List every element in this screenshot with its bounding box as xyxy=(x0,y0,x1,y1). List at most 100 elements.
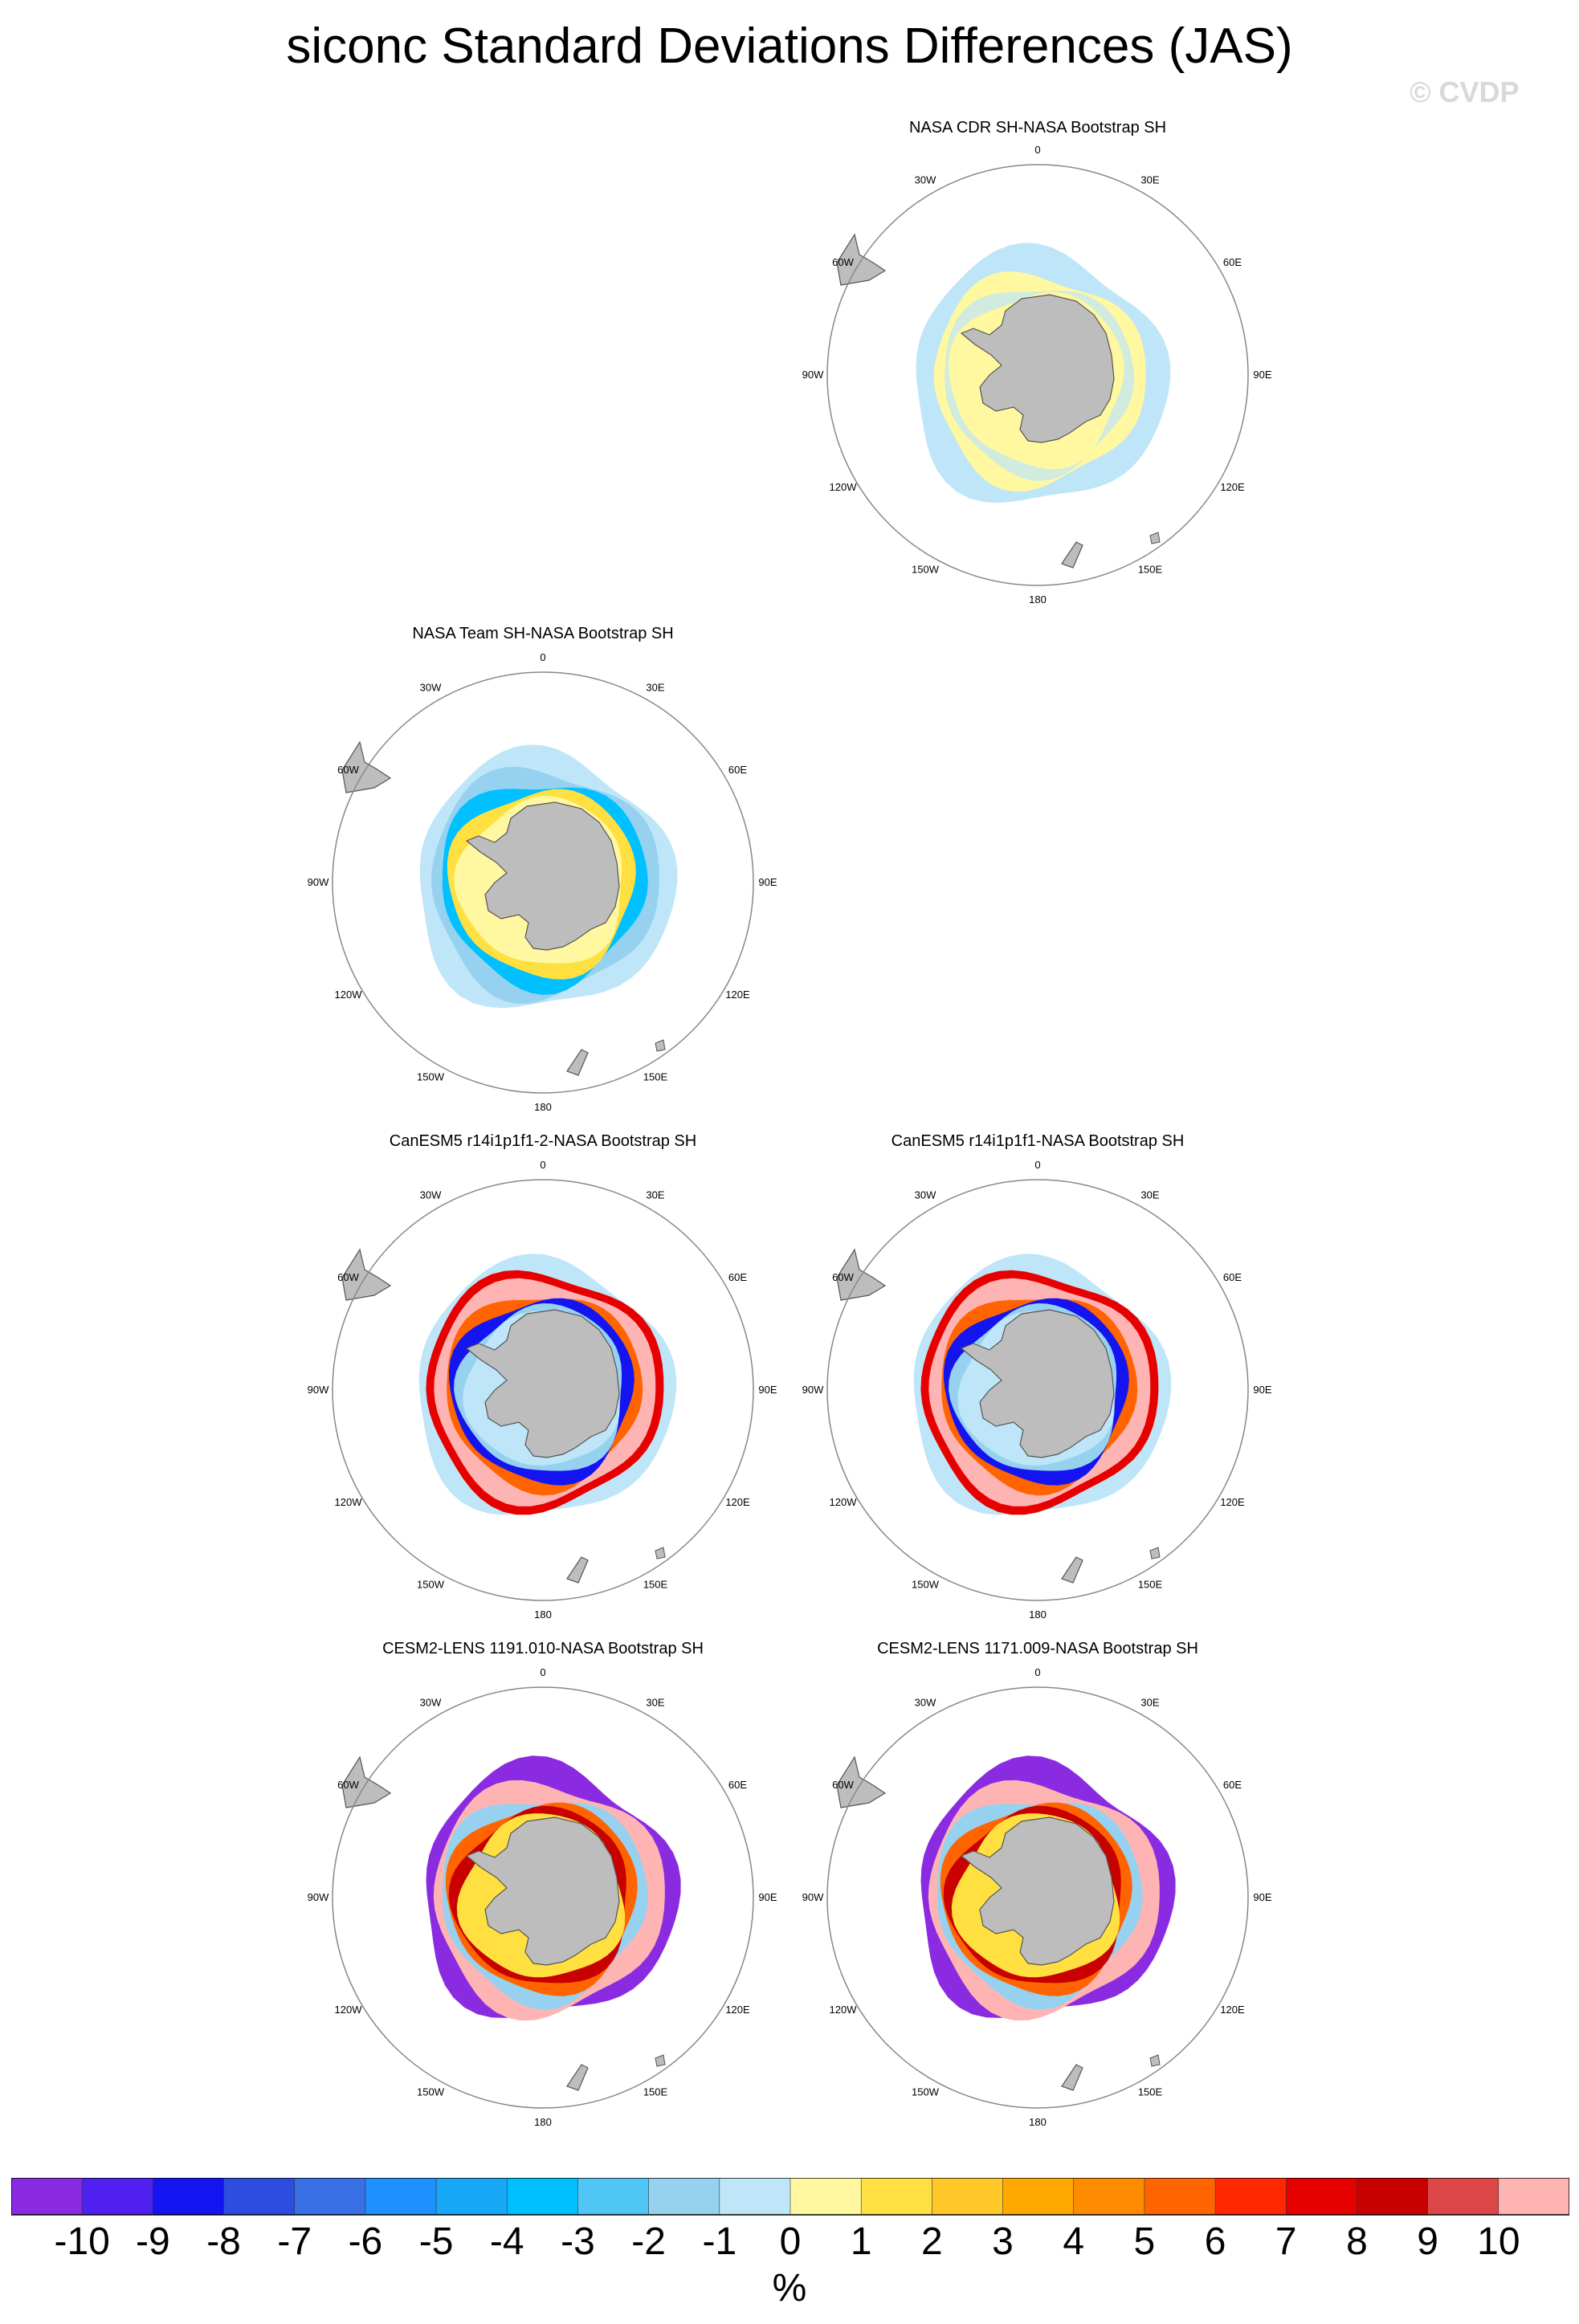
longitude-label: 30W xyxy=(915,174,936,186)
longitude-label: 120W xyxy=(335,989,363,1001)
longitude-label: 120W xyxy=(335,2004,363,2016)
map-boundary xyxy=(332,1686,754,2109)
longitude-label: 60E xyxy=(728,1779,747,1791)
antarctica-landmass xyxy=(465,1816,620,1966)
watermark: © CVDP xyxy=(1410,75,1520,108)
longitude-label: 0 xyxy=(1034,1159,1040,1171)
tasmania xyxy=(1149,2054,1161,2067)
colorbar-tick-label: -3 xyxy=(561,2220,595,2263)
colorbar-swatch xyxy=(1498,2178,1569,2215)
colorbar-tick-label: 2 xyxy=(921,2220,943,2263)
colorbar-tick-label: 8 xyxy=(1346,2220,1368,2263)
colorbar-tick-label: 10 xyxy=(1477,2220,1520,2263)
map-panel-5: 0 30E 60E 90E 120E 150E 180 150W 120W 90W 60W 30W xyxy=(308,1666,777,2128)
longitude-label: 180 xyxy=(1029,2116,1047,2128)
longitude-label: 30W xyxy=(420,1697,442,1709)
longitude-label: 120W xyxy=(830,1496,858,1508)
tasmania xyxy=(655,2054,666,2067)
map-boundary xyxy=(332,671,754,1094)
tasmania xyxy=(655,1547,666,1560)
colorbar-tick-label: -8 xyxy=(206,2220,241,2263)
colorbar-swatch xyxy=(790,2178,862,2215)
longitude-label: 90W xyxy=(308,876,329,888)
tasmania xyxy=(1149,532,1161,544)
longitude-label: 150W xyxy=(912,1579,940,1591)
longitude-label: 60W xyxy=(337,764,359,776)
colorbar-swatch xyxy=(932,2178,1004,2215)
longitude-label: 120W xyxy=(830,2004,858,2016)
longitude-label: 120E xyxy=(725,989,750,1001)
longitude-label: 180 xyxy=(534,1608,552,1621)
colorbar-swatch xyxy=(1357,2178,1429,2215)
colorbar-swatch xyxy=(1215,2178,1287,2215)
longitude-label: 0 xyxy=(540,651,545,663)
longitude-label: 90E xyxy=(758,1891,777,1903)
colorbar-tick-label: -1 xyxy=(702,2220,737,2263)
longitude-label: 180 xyxy=(1029,593,1047,605)
colorbar-swatch xyxy=(1144,2178,1216,2215)
longitude-label: 60E xyxy=(1223,256,1242,268)
longitude-label: 120E xyxy=(1220,1496,1245,1508)
longitude-label: 180 xyxy=(1029,1608,1047,1621)
longitude-label: 90E xyxy=(758,1384,777,1396)
longitude-label: 150E xyxy=(643,1071,668,1083)
colorbar-swatch xyxy=(82,2178,153,2215)
colorbar-tick-label: -6 xyxy=(348,2220,383,2263)
longitude-label: 30W xyxy=(420,1189,442,1201)
longitude-label: 90W xyxy=(802,1384,824,1396)
colorbar-swatch xyxy=(1073,2178,1145,2215)
colorbar-swatch xyxy=(223,2178,296,2215)
colorbar-tick-label: -9 xyxy=(136,2220,170,2263)
map-panel-6: 0 30E 60E 90E 120E 150E 180 150W 120W 90W 60W 30W xyxy=(802,1666,1272,2128)
colorbar-swatch xyxy=(861,2178,932,2215)
longitude-label: 0 xyxy=(1034,144,1040,156)
longitude-label: 30E xyxy=(646,1189,664,1201)
colorbar-swatch xyxy=(1002,2178,1075,2215)
colorbar-swatch xyxy=(1427,2178,1499,2215)
map-panel-4: 0 30E 60E 90E 120E 150E 180 150W 120W 90W 60W 30W xyxy=(802,1159,1272,1621)
colorbar-tick-label: -2 xyxy=(631,2220,666,2263)
longitude-label: 90E xyxy=(1253,369,1271,381)
longitude-label: 180 xyxy=(534,1101,552,1113)
panel-title-5: CESM2-LENS 1191.010-NASA Bootstrap SH xyxy=(382,1640,704,1657)
map-panel-2: 0 30E 60E 90E 120E 150E 180 150W 120W 90W 60W 30W xyxy=(308,651,777,1113)
longitude-label: 60E xyxy=(728,1271,747,1283)
colorbar-tick-label: 0 xyxy=(779,2220,802,2263)
longitude-label: 90W xyxy=(308,1384,329,1396)
new-zealand xyxy=(1061,2064,1083,2091)
panel-title-1: NASA CDR SH-NASA Bootstrap SH xyxy=(908,119,1167,137)
longitude-label: 90E xyxy=(758,876,777,888)
longitude-label: 60W xyxy=(337,1779,359,1791)
longitude-label: 30W xyxy=(915,1189,936,1201)
longitude-label: 150W xyxy=(912,564,940,576)
antarctica-landmass xyxy=(960,1309,1115,1458)
new-zealand xyxy=(1061,1556,1083,1584)
new-zealand xyxy=(1061,541,1083,569)
longitude-label: 30E xyxy=(1140,1189,1159,1201)
map-boundary xyxy=(826,164,1249,586)
longitude-label: 60W xyxy=(337,1271,359,1283)
longitude-label: 30W xyxy=(915,1697,936,1709)
colorbar-tick-label: -7 xyxy=(277,2220,312,2263)
antarctica-landmass xyxy=(960,294,1115,443)
map-boundary xyxy=(332,1179,754,1601)
colorbar-unit: % xyxy=(772,2267,807,2310)
colorbar-swatch xyxy=(1286,2178,1357,2215)
panel-title-2: NASA Team SH-NASA Bootstrap SH xyxy=(412,625,674,642)
longitude-label: 90E xyxy=(1253,1891,1271,1903)
antarctica-landmass xyxy=(465,801,620,951)
map-boundary xyxy=(826,1686,1249,2109)
colorbar-tick-label: 4 xyxy=(1063,2220,1085,2263)
longitude-label: 120E xyxy=(725,2004,750,2016)
longitude-label: 90W xyxy=(308,1891,329,1903)
longitude-label: 60E xyxy=(728,764,747,776)
antarctica-landmass xyxy=(465,1309,620,1458)
longitude-label: 150E xyxy=(1138,1579,1163,1591)
longitude-label: 120E xyxy=(1220,481,1245,493)
colorbar-tick-label: -4 xyxy=(489,2220,524,2263)
longitude-label: 150E xyxy=(1138,564,1163,576)
map-panel-1: 0 30E 60E 90E 120E 150E 180 150W 120W 90W 60W 30W xyxy=(802,144,1272,605)
longitude-label: 150W xyxy=(417,2086,445,2098)
longitude-label: 60W xyxy=(832,1271,854,1283)
colorbar-swatch xyxy=(436,2178,508,2215)
